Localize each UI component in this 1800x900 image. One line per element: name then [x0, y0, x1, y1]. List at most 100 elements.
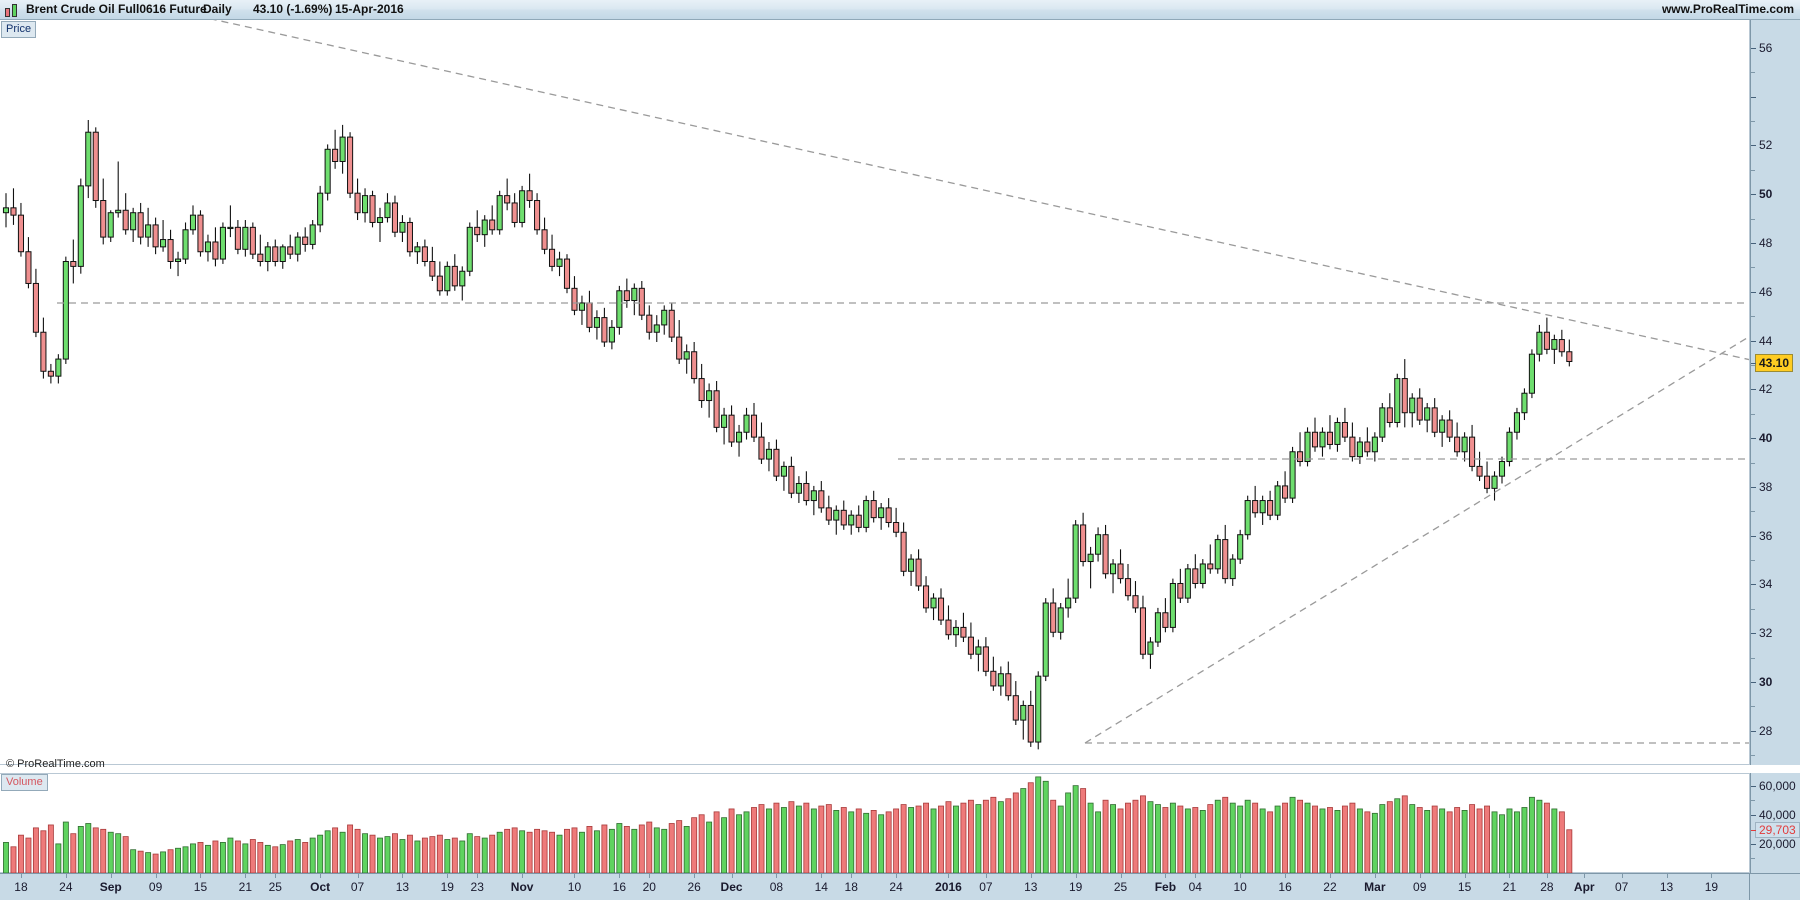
- volume-bar[interactable]: [317, 834, 324, 873]
- candlestick[interactable]: [264, 241, 271, 272]
- volume-bar[interactable]: [362, 833, 368, 873]
- volume-bar[interactable]: [1117, 808, 1124, 873]
- volume-bar[interactable]: [152, 853, 159, 873]
- volume-bar[interactable]: [1566, 829, 1573, 873]
- volume-bar[interactable]: [25, 837, 32, 873]
- candlestick[interactable]: [2, 193, 10, 228]
- volume-bar[interactable]: [406, 834, 413, 873]
- volume-bar[interactable]: [1394, 798, 1401, 873]
- candlestick[interactable]: [242, 220, 249, 257]
- volume-bar[interactable]: [541, 830, 548, 873]
- candlestick[interactable]: [399, 215, 406, 242]
- volume-bar[interactable]: [1005, 798, 1012, 873]
- volume-bar[interactable]: [175, 847, 181, 873]
- price-chart-canvas[interactable]: [0, 20, 1749, 764]
- volume-bar[interactable]: [182, 846, 189, 873]
- volume-bar[interactable]: [556, 834, 563, 873]
- volume-bar[interactable]: [272, 846, 279, 873]
- candlestick[interactable]: [915, 549, 922, 591]
- volume-bar[interactable]: [1506, 808, 1513, 873]
- candlestick[interactable]: [496, 190, 503, 235]
- volume-bar[interactable]: [421, 837, 428, 873]
- candlestick[interactable]: [1431, 398, 1438, 438]
- candlestick[interactable]: [1139, 595, 1147, 660]
- candlestick[interactable]: [451, 254, 458, 291]
- volume-bar[interactable]: [825, 804, 832, 873]
- volume-bar[interactable]: [1416, 807, 1423, 873]
- candlestick[interactable]: [174, 251, 182, 277]
- volume-bar[interactable]: [107, 831, 114, 873]
- volume-bar[interactable]: [92, 827, 99, 873]
- candlestick[interactable]: [511, 193, 518, 228]
- volume-bar[interactable]: [32, 827, 39, 873]
- candlestick[interactable]: [1080, 512, 1087, 567]
- candlestick[interactable]: [145, 207, 152, 247]
- volume-bar[interactable]: [62, 821, 69, 873]
- volume-bar[interactable]: [676, 820, 683, 873]
- candlestick[interactable]: [563, 254, 571, 294]
- volume-bar[interactable]: [332, 827, 339, 873]
- candlestick[interactable]: [1252, 485, 1259, 518]
- volume-bar[interactable]: [1476, 808, 1483, 873]
- candlestick[interactable]: [204, 234, 212, 262]
- volume-panel-tag[interactable]: Volume: [1, 774, 48, 791]
- price-panel[interactable]: [0, 20, 1750, 765]
- volume-bar[interactable]: [249, 839, 256, 873]
- candlestick[interactable]: [1558, 329, 1565, 357]
- volume-bar[interactable]: [1334, 810, 1341, 873]
- candlestick[interactable]: [1483, 461, 1491, 494]
- candlestick[interactable]: [182, 222, 189, 264]
- volume-bar[interactable]: [885, 811, 892, 873]
- volume-bar[interactable]: [1543, 802, 1550, 873]
- volume-bar[interactable]: [1461, 810, 1468, 873]
- volume-bar[interactable]: [751, 807, 757, 873]
- volume-bar[interactable]: [1341, 805, 1348, 873]
- candlestick[interactable]: [937, 588, 945, 625]
- volume-bar[interactable]: [855, 808, 862, 873]
- candlestick[interactable]: [347, 132, 354, 199]
- price-panel-tag[interactable]: Price: [1, 21, 37, 38]
- volume-bar[interactable]: [339, 831, 346, 873]
- candlestick[interactable]: [1409, 393, 1416, 428]
- volume-bar[interactable]: [967, 799, 974, 873]
- ascending-support[interactable]: [1084, 330, 1749, 744]
- candlestick[interactable]: [189, 205, 197, 235]
- candlestick[interactable]: [1446, 410, 1453, 443]
- candlestick[interactable]: [1012, 681, 1019, 725]
- volume-bar[interactable]: [205, 844, 211, 873]
- candlestick[interactable]: [900, 522, 907, 577]
- volume-bar[interactable]: [653, 827, 660, 873]
- volume-bar[interactable]: [1125, 802, 1131, 873]
- candlestick[interactable]: [1386, 393, 1393, 428]
- candlestick[interactable]: [130, 207, 137, 242]
- volume-bar[interactable]: [1252, 802, 1259, 873]
- candlestick[interactable]: [1199, 559, 1206, 589]
- candlestick[interactable]: [990, 656, 997, 691]
- candlestick[interactable]: [219, 222, 226, 264]
- volume-bar[interactable]: [1446, 811, 1453, 873]
- volume-bar[interactable]: [1259, 808, 1266, 873]
- volume-bar[interactable]: [1072, 785, 1079, 873]
- volume-bar[interactable]: [459, 840, 466, 873]
- candlestick[interactable]: [1311, 417, 1319, 452]
- volume-bar[interactable]: [631, 828, 638, 873]
- candlestick[interactable]: [997, 666, 1004, 696]
- volume-bar[interactable]: [70, 833, 77, 873]
- volume-bar[interactable]: [1162, 807, 1169, 873]
- volume-bar[interactable]: [960, 802, 967, 873]
- descending-resistance[interactable]: [198, 20, 1749, 362]
- candlestick[interactable]: [818, 481, 825, 513]
- candlestick[interactable]: [107, 210, 114, 242]
- candlestick[interactable]: [504, 178, 511, 211]
- candlestick[interactable]: [1528, 349, 1535, 399]
- candlestick[interactable]: [863, 495, 870, 533]
- volume-bar[interactable]: [1132, 799, 1139, 873]
- volume-bar[interactable]: [593, 830, 600, 873]
- candlestick[interactable]: [249, 222, 256, 260]
- volume-bar[interactable]: [698, 814, 705, 873]
- candlestick[interactable]: [167, 229, 174, 269]
- candlestick[interactable]: [1551, 334, 1558, 364]
- volume-bar[interactable]: [227, 837, 234, 873]
- candlestick[interactable]: [526, 173, 533, 208]
- candlestick[interactable]: [922, 576, 930, 613]
